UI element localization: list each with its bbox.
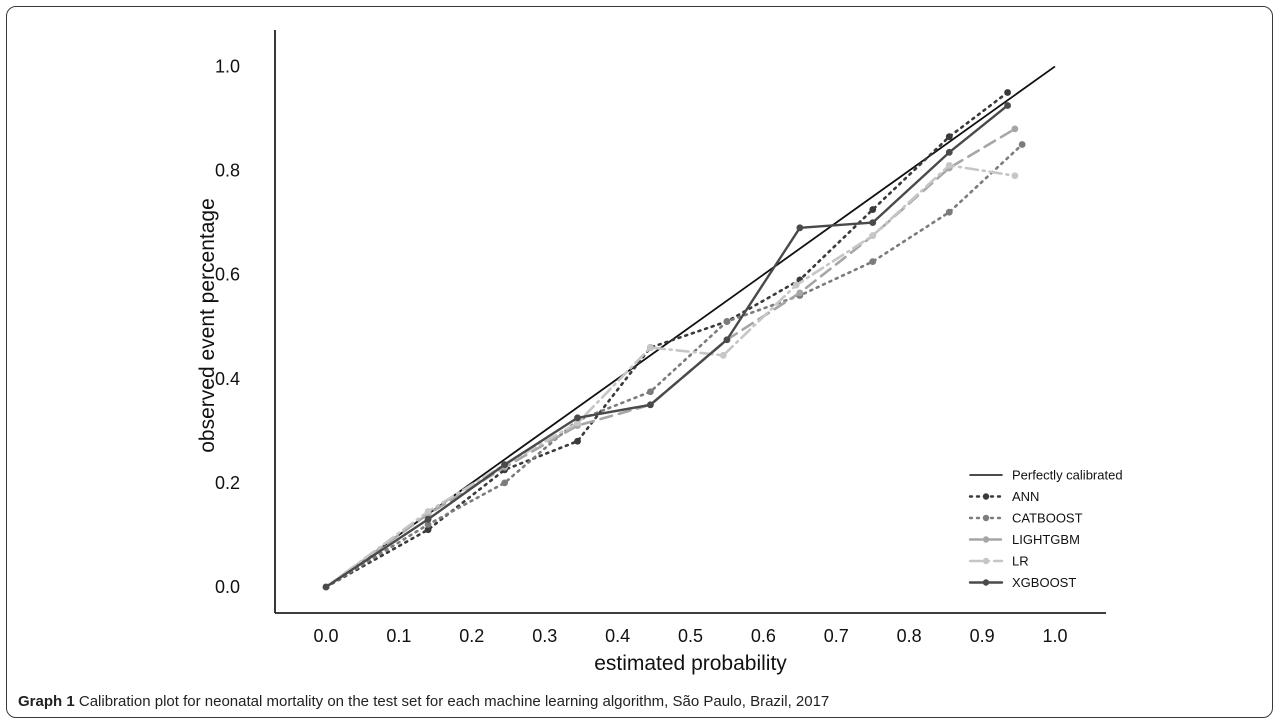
catboost-point [647, 388, 654, 396]
x-tick-label: 0.9 [970, 626, 995, 646]
catboost-point [424, 521, 432, 528]
y-tick-label: 0.6 [215, 265, 240, 285]
catboost-series-line [324, 143, 1024, 589]
catboost-point [1018, 141, 1026, 148]
x-tick-label: 0.0 [314, 626, 339, 646]
legend-label-lr: LR [1012, 554, 1029, 569]
xgboost-point [869, 219, 877, 226]
catboost-point [501, 479, 509, 487]
legend-marker-lr [982, 557, 990, 565]
ann-point [945, 133, 953, 141]
xgboost-point [723, 336, 731, 344]
xgboost-point [322, 583, 330, 591]
catboost-point [723, 318, 731, 325]
x-tick-label: 0.4 [605, 626, 630, 646]
xgboost-point [424, 515, 432, 523]
legend-marker-ann [982, 493, 990, 500]
xgboost-point [574, 414, 581, 422]
x-axis-title: estimated probability [594, 652, 787, 675]
lr-point [719, 351, 727, 359]
lightgbm-point [796, 289, 804, 297]
legend-label-perfectly-calibrated: Perfectly calibrated [1012, 468, 1123, 483]
y-tick-label: 1.0 [215, 56, 240, 76]
lr-point [647, 344, 654, 351]
legend-marker-lightgbm [982, 536, 990, 543]
lr-point [574, 419, 581, 427]
xgboost-point [501, 461, 509, 469]
legend-label-catboost: CATBOOST [1012, 511, 1083, 526]
xgboost-series-line [324, 104, 1009, 589]
xgboost-point [1004, 102, 1011, 109]
lr-point [424, 508, 432, 515]
x-tick-label: 0.7 [824, 626, 849, 646]
legend-marker-xgboost [982, 579, 990, 586]
x-tick-label: 0.5 [678, 626, 703, 646]
xgboost-point [945, 148, 953, 156]
xgboost-point [647, 401, 654, 409]
x-tick-label: 1.0 [1042, 626, 1067, 646]
y-tick-label: 0.2 [215, 473, 240, 493]
y-tick-label: 0.0 [215, 577, 240, 597]
lr-series-line [324, 164, 1017, 589]
plot-axes: 0.0 0.1 0.2 0.3 0.4 0.5 0.6 0.7 0.8 0.9 1.0 0.0 0.2 0… [215, 30, 1106, 646]
catboost-point [945, 208, 953, 216]
legend-marker-catboost [982, 514, 990, 522]
lightgbm-point [1011, 125, 1019, 133]
plot-marks [322, 65, 1056, 591]
x-tick-label: 0.3 [532, 626, 557, 646]
lr-point [945, 161, 953, 169]
y-axis-title: observed event percentage [196, 198, 219, 453]
legend-label-xgboost: XGBOOST [1012, 575, 1076, 590]
xgboost-point [796, 224, 804, 232]
lr-point [869, 232, 877, 240]
ann-point [574, 437, 581, 445]
x-tick-label: 0.1 [386, 626, 411, 646]
x-tick-label: 0.6 [751, 626, 776, 646]
caption-text: Calibration plot for neonatal mortality … [78, 693, 830, 710]
ann-point [869, 206, 877, 213]
y-tick-label: 0.4 [215, 369, 240, 389]
y-tick-label: 0.8 [215, 161, 240, 181]
x-tick-label: 0.8 [897, 626, 922, 646]
ann-series-line [324, 91, 1009, 589]
ann-point [424, 526, 432, 534]
figure-caption: Graph 1 Calibration plot for neonatal mo… [18, 693, 829, 710]
caption-label: Graph 1 [18, 693, 75, 710]
catboost-point [869, 258, 877, 266]
legend-label-ann: ANN [1012, 489, 1039, 504]
legend: Perfectly calibrated ANN CATBOOST LIGHTGBM L… [968, 468, 1123, 590]
legend-label-lightgbm: LIGHTGBM [1012, 532, 1080, 547]
lr-point [1011, 172, 1019, 180]
x-tick-label: 0.2 [459, 626, 484, 646]
ann-point [1004, 89, 1011, 96]
lr-point [792, 281, 800, 289]
